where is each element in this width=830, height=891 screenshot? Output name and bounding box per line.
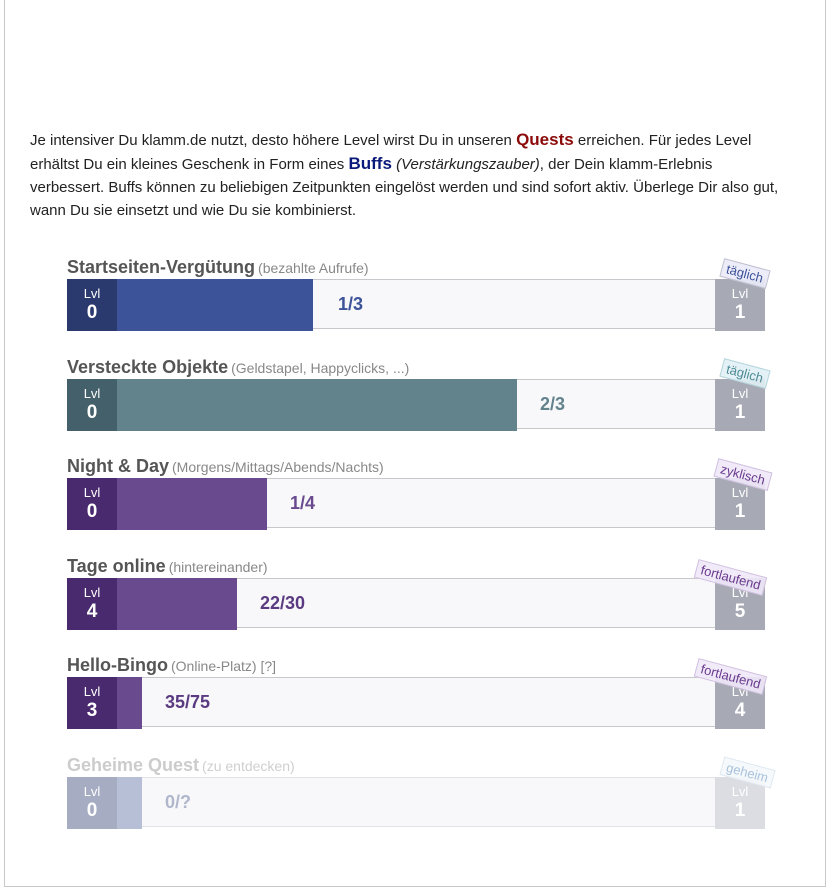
quest-progress-bar: Lvl 0 0/? Lvl 1 bbox=[67, 777, 765, 829]
intro-part-2: erreichen. Für jedes Level erhältst Du e… bbox=[30, 132, 752, 173]
progress-text: 2/3 bbox=[540, 394, 566, 414]
next-level: Lvl 1 bbox=[715, 379, 765, 431]
quest-progress-bar: Lvl 4 22/30 Lvl 5 bbox=[67, 578, 765, 630]
quest-versteckte-objekte: Versteckte Objekte (Geldstapel, Happyclic… bbox=[67, 357, 771, 437]
progress-text: 1/4 bbox=[290, 493, 316, 513]
progress-text: 1/3 bbox=[338, 294, 364, 314]
progress-text: 22/30 bbox=[260, 593, 306, 613]
quest-progress-bar: Lvl 0 2/3 Lvl 1 bbox=[67, 379, 765, 431]
quest-title: Startseiten-Vergütung (bezahlte Aufrufe) bbox=[67, 257, 369, 277]
content-frame bbox=[4, 0, 826, 887]
intro-italic: (Verstärkungszauber) bbox=[396, 156, 540, 173]
quest-subtitle: (bezahlte Aufrufe) bbox=[258, 260, 369, 276]
quest-startseiten-verguetung: Startseiten-Vergütung (bezahlte Aufrufe) … bbox=[67, 257, 771, 337]
quest-night-and-day: Night & Day (Morgens/Mittags/Abends/Nacht… bbox=[67, 456, 773, 536]
current-level: Lvl 0 bbox=[67, 478, 117, 530]
quest-subtitle: (Geldstapel, Happyclicks, ...) bbox=[231, 360, 410, 376]
current-level: Lvl 0 bbox=[67, 379, 117, 431]
quest-title: Night & Day (Morgens/Mittags/Abends/Nacht… bbox=[67, 456, 384, 476]
quest-title: Tage online (hintereinander) bbox=[67, 556, 268, 576]
progress-fill bbox=[117, 478, 267, 530]
intro-text: Je intensiver Du klamm.de nutzt, desto h… bbox=[30, 128, 790, 222]
quest-subtitle: (Morgens/Mittags/Abends/Nachts) bbox=[172, 459, 384, 475]
quest-title: Hello-Bingo (Online-Platz) [?] bbox=[67, 655, 277, 675]
quest-title: Geheime Quest (zu entdecken) bbox=[67, 755, 295, 775]
quest-subtitle[interactable]: (Online-Platz) [?] bbox=[171, 658, 277, 674]
intro-part-1: Je intensiver Du klamm.de nutzt, desto h… bbox=[30, 132, 517, 149]
current-level: Lvl 0 bbox=[67, 279, 117, 331]
quest-subtitle: (hintereinander) bbox=[168, 559, 268, 575]
quest-hello-bingo: Hello-Bingo (Online-Platz) [?] Lvl 3 35/75… bbox=[67, 655, 768, 735]
current-level: Lvl 3 bbox=[67, 677, 117, 729]
quest-progress-bar: Lvl 0 1/3 Lvl 1 bbox=[67, 279, 765, 331]
current-level: Lvl 0 bbox=[67, 777, 117, 829]
quest-title: Versteckte Objekte (Geldstapel, Happyclic… bbox=[67, 357, 410, 377]
current-level: Lvl 4 bbox=[67, 578, 117, 630]
intro-part-4: , der Dein klamm-Erlebnis verbessert. Bu… bbox=[30, 156, 779, 219]
quest-progress-bar: Lvl 3 35/75 Lvl 4 bbox=[67, 677, 765, 729]
progress-fill bbox=[117, 777, 142, 829]
quests-link[interactable]: Quests bbox=[516, 130, 574, 149]
quest-geheime-quest: Geheime Quest (zu entdecken) Lvl 0 0/? Lvl… bbox=[67, 755, 776, 835]
progress-text: 35/75 bbox=[165, 692, 211, 712]
progress-text: 0/? bbox=[165, 792, 192, 812]
quest-tage-online: Tage online (hintereinander) Lvl 4 22/30 L… bbox=[67, 556, 768, 636]
next-level: Lvl 1 bbox=[715, 777, 765, 829]
quest-progress-bar: Lvl 0 1/4 Lvl 1 bbox=[67, 478, 765, 530]
progress-fill bbox=[117, 279, 313, 331]
buffs-link[interactable]: Buffs bbox=[348, 154, 392, 173]
next-level: Lvl 1 bbox=[715, 279, 765, 331]
quest-subtitle: (zu entdecken) bbox=[202, 758, 295, 774]
progress-fill bbox=[117, 578, 237, 630]
progress-fill bbox=[117, 677, 142, 729]
progress-fill bbox=[117, 379, 517, 431]
